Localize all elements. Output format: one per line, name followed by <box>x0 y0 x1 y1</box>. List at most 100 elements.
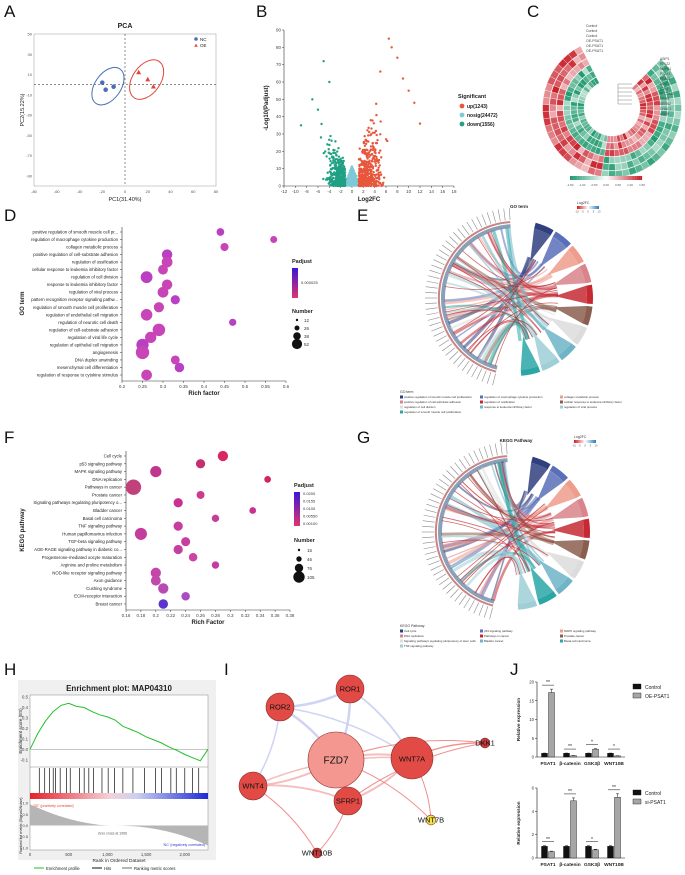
kegg-bubble-xtick-label: 0.36 <box>271 613 280 618</box>
volcano-point-nosig <box>354 183 358 187</box>
volcano-point-down <box>327 148 330 151</box>
kegg-bubble-bubble <box>173 521 183 531</box>
volcano-point-up <box>374 164 377 168</box>
go-chord-ribbon-fc <box>477 237 550 326</box>
volcano-point-up <box>364 142 368 146</box>
bar-oe-category-label: β-catenin <box>559 761 580 767</box>
volcano-point-up <box>363 144 367 148</box>
kegg-chord-term-wedge <box>550 540 584 558</box>
kegg-chord-legend-label: DNA replication <box>404 634 424 638</box>
kegg-bubble-bubble <box>211 514 220 523</box>
bar-si-ylabel: Relative expression <box>516 801 521 844</box>
volcano-point-down <box>341 162 344 165</box>
volcano-point-up <box>370 173 374 176</box>
pca-legend-oe-label: OE <box>200 43 207 48</box>
kegg-chord-ribbon-fc <box>456 503 545 578</box>
kegg-chord-gene-tick <box>450 588 459 598</box>
pca-ellipse-nc <box>91 66 125 106</box>
volcano-xtick-label: -10 <box>292 189 299 194</box>
go-chord-ribbon-fc <box>494 287 558 367</box>
heatmap-cell <box>614 149 620 157</box>
volcano-point-up <box>384 138 388 141</box>
bar-si-bar <box>592 849 599 859</box>
go-chord-gene-tick <box>425 302 438 304</box>
volcano-point-down <box>327 182 331 185</box>
volcano-point-down <box>328 80 331 84</box>
go-legend-size-label: 38 <box>304 334 310 339</box>
kegg-chord-term-arc <box>517 600 538 610</box>
volcano-point-down <box>331 155 334 158</box>
volcano-point-up <box>363 150 367 154</box>
volcano-point-up <box>376 176 379 180</box>
bar-oe-category-label: PSAT1 <box>540 761 555 767</box>
kegg-chord-gene-tick <box>463 455 471 467</box>
volcano-point-down <box>330 179 333 183</box>
heatmap-cell <box>563 105 571 111</box>
heatmap-cell <box>542 104 550 112</box>
kegg-legend-colorbar <box>294 492 300 526</box>
gsea-title: Enrichment plot: MAP04310 <box>66 684 172 693</box>
kegg-chord-legend-swatch <box>560 639 563 643</box>
volcano-legend-label: nosig(24472) <box>467 113 498 119</box>
pca-xtick-label: -20 <box>99 189 106 194</box>
kegg-chord-gene-tick <box>483 606 489 618</box>
go-bubble-category-label: DNA duplex unwinding <box>75 357 119 362</box>
kegg-legend-number-title: Number <box>294 538 316 544</box>
go-chord-term-arc <box>552 231 571 248</box>
go-bubble-xtick-label: 0.4 <box>201 384 208 389</box>
kegg-legend-size-label: 76 <box>307 566 313 571</box>
pca-legend-nc-marker <box>194 37 198 41</box>
gsea-zero-label: Zero cross at 1066 <box>98 832 127 836</box>
volcano-point-up <box>372 178 376 181</box>
go-chord-gene-tick <box>445 240 456 249</box>
heatmap-legend-swatch <box>586 176 589 180</box>
heatmap-legend-swatch <box>597 176 599 180</box>
heatmap-legend-swatch <box>570 176 572 180</box>
go-chord-gene-tick <box>466 221 474 233</box>
kegg-chord-legend-swatch <box>480 639 483 643</box>
heatmap-legend-swatch <box>636 176 639 180</box>
network-node <box>333 786 363 816</box>
kegg-chord-gene-tick <box>439 577 450 586</box>
volcano-point-up <box>379 133 382 136</box>
kegg-chord-legend-swatch <box>560 634 563 638</box>
volcano-point-down <box>329 160 332 163</box>
volcano-point-up <box>375 173 378 176</box>
pca-point-oe <box>150 83 156 89</box>
go-chord-scale-tick: 0 <box>587 210 589 214</box>
volcano-point-up <box>374 102 378 106</box>
volcano-point-down <box>338 173 341 176</box>
bar-si-sig-label: ** <box>546 837 550 843</box>
volcano-point-down <box>299 124 303 127</box>
gsea-enrichment-line <box>29 702 209 762</box>
panel-letter-d: D <box>4 206 17 225</box>
heatmap-gene-label: RPL22 <box>660 62 670 66</box>
go-bubble-bubble <box>135 345 150 360</box>
volcano-point-up <box>367 134 370 137</box>
volcano-point-down <box>330 139 333 142</box>
kegg-bubble-category-label: TNF signaling pathway <box>78 524 123 529</box>
go-bubble-xtick-label: 0.25 <box>138 384 147 389</box>
kegg-chord-term-arc <box>579 539 590 560</box>
go-bubble-bubble <box>158 264 168 275</box>
volcano-point-up <box>396 56 399 59</box>
pca-point-nc <box>99 80 105 85</box>
kegg-chord-legend-label: TNF signaling pathway <box>404 644 434 648</box>
kegg-chord-scale-tick: -10 <box>572 444 576 448</box>
go-chord-gene-tick <box>497 209 501 222</box>
go-chord-term-wedge <box>553 306 587 324</box>
volcano-point-down <box>334 140 337 143</box>
volcano-ytick-label: 50 <box>276 97 282 102</box>
volcano-point-down <box>343 171 347 174</box>
volcano-point-down <box>333 163 336 167</box>
kegg-bubble-category-label: NOD-like receptor signaling pathway <box>52 570 123 575</box>
bar-si-bar <box>614 797 621 859</box>
kegg-chord-gene-tick <box>478 604 484 616</box>
pca-point-nc <box>111 84 116 89</box>
kegg-chord-gene-tick <box>430 564 442 571</box>
kegg-legend-padjust-tick: 0.0100 <box>303 506 316 511</box>
volcano-ytick-label: 0 <box>278 184 281 189</box>
volcano-point-up <box>379 171 382 174</box>
gsea-xtick-label: 1,000 <box>102 852 113 857</box>
volcano-point-up <box>367 151 371 154</box>
